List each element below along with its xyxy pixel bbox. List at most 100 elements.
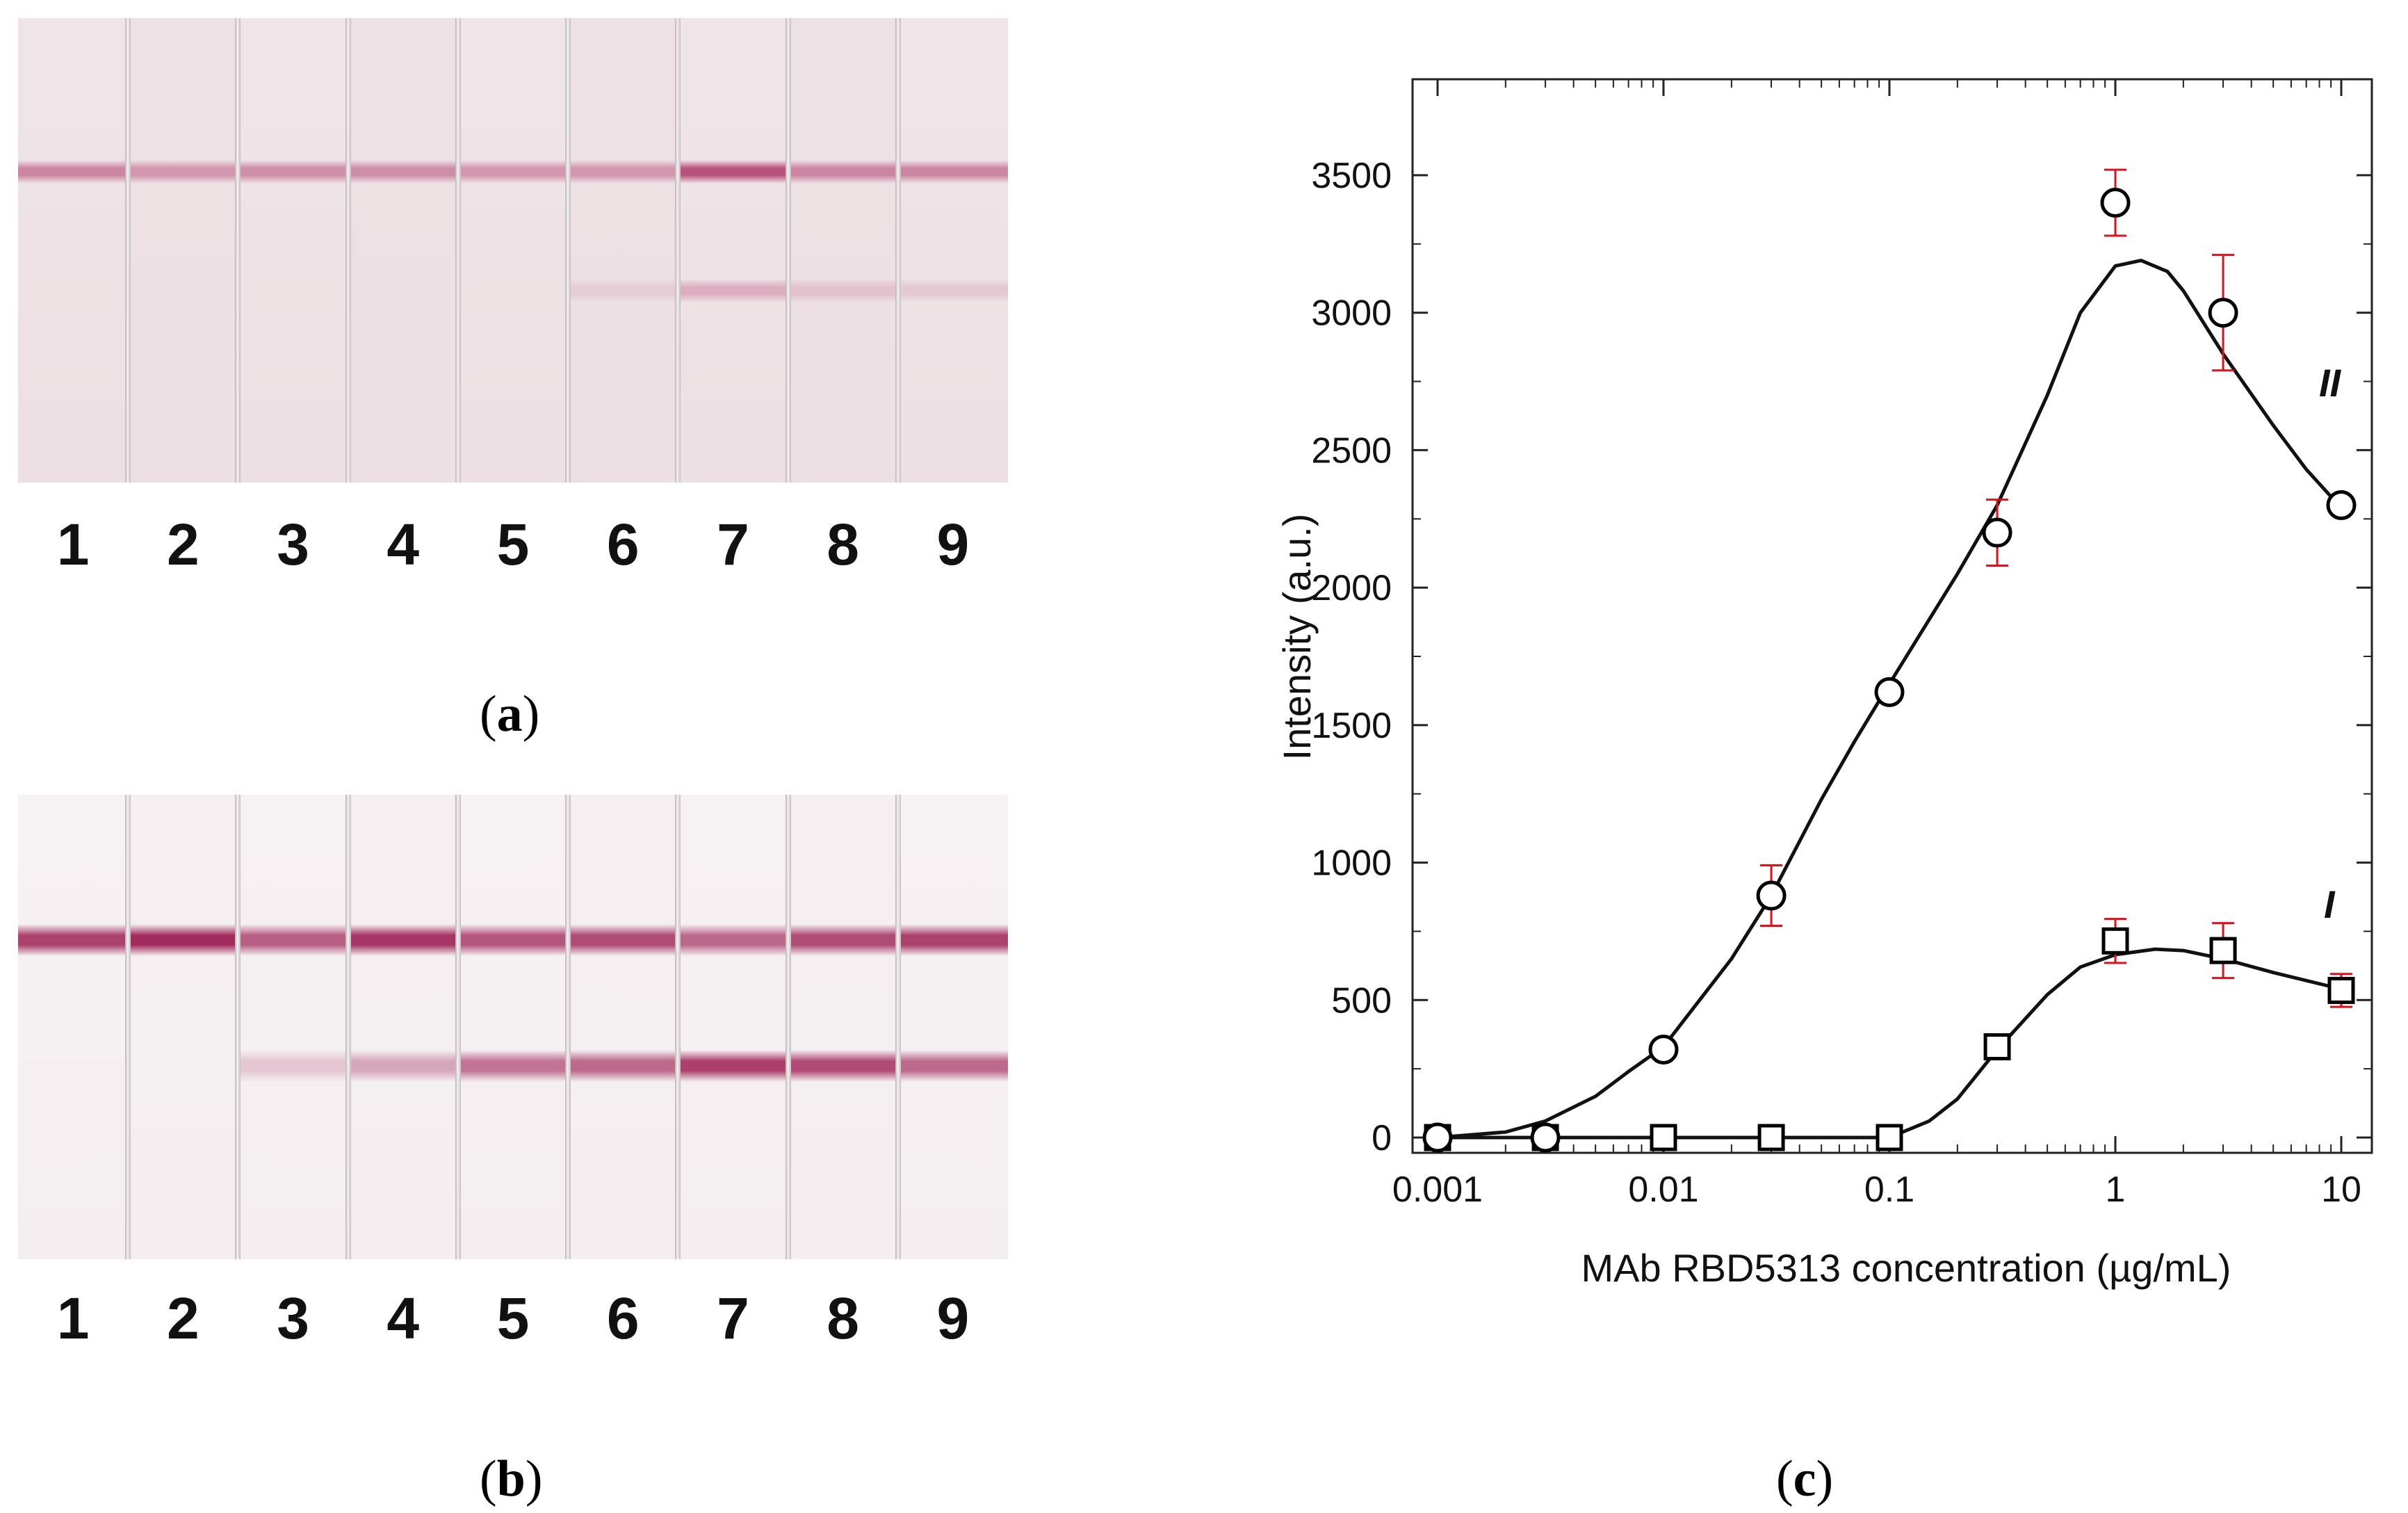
test-line: [568, 1050, 678, 1082]
test-line: [238, 1050, 348, 1082]
caption-c: (c): [1776, 1450, 1833, 1509]
control-line: [18, 924, 129, 956]
test-strip: [457, 795, 569, 1259]
caption-a: (a): [480, 685, 539, 744]
test-line: [678, 1050, 788, 1082]
control-line: [457, 924, 569, 956]
test-line: [348, 1050, 458, 1082]
curve-label-II: II: [2319, 361, 2342, 405]
caption-a-open: (: [480, 686, 497, 743]
lane-label: 5: [496, 1286, 530, 1351]
test-strip: [678, 18, 788, 483]
y-tick-label: 500: [1331, 980, 1392, 1021]
y-tick-label: 1000: [1311, 843, 1392, 884]
control-line: [678, 160, 788, 184]
strip-separator: [235, 18, 241, 483]
test-line: [568, 279, 678, 302]
lane-label: 3: [277, 512, 309, 577]
test-line: [788, 279, 898, 302]
lane-label: 6: [606, 1286, 640, 1351]
control-line: [128, 924, 238, 956]
test-strip: [457, 18, 569, 483]
data-point-I: [1650, 1124, 1677, 1151]
control-line: [568, 924, 678, 956]
strip-separator: [125, 795, 131, 1259]
intensity-chart: 0 500 1000 1500 2000 2500 3000 3500 0.001 0.01 0.1…: [1275, 78, 2373, 1290]
lane-label: 8: [827, 1286, 860, 1351]
data-point-I: [2327, 976, 2355, 1004]
fit-curve-II: [1437, 259, 2343, 1140]
data-point-II: [1756, 880, 1787, 911]
control-line: [18, 160, 129, 184]
test-strip: [18, 18, 129, 483]
strip-separator: [785, 795, 791, 1259]
plot-frame: [1411, 78, 2373, 1154]
lane-label: 7: [717, 1286, 749, 1351]
test-strips-image-b: [18, 795, 1008, 1259]
lane-label: 6: [606, 512, 640, 577]
x-tick-label: 0.1: [1864, 1170, 1914, 1210]
strip-separator: [345, 18, 351, 483]
test-strip: [128, 18, 238, 483]
lane-label: 7: [717, 512, 749, 577]
test-strip: [238, 795, 348, 1259]
x-tick-label: 1: [2106, 1170, 2126, 1210]
lane-label: 3: [277, 1286, 309, 1351]
data-point-II: [2100, 188, 2131, 218]
caption-b-letter: b: [496, 1450, 526, 1507]
control-line: [678, 924, 788, 956]
lane-labels-a: 1 2 3 4 5 6 7 8 9: [18, 511, 1008, 581]
caption-a-letter: a: [496, 686, 523, 743]
lane-label: 2: [166, 512, 200, 577]
test-strip: [788, 18, 898, 483]
lane-labels-b: 1 2 3 4 5 6 7 8 9: [18, 1285, 1008, 1354]
caption-c-letter: c: [1793, 1450, 1816, 1507]
test-strip: [18, 795, 129, 1259]
lane-label: 9: [936, 512, 970, 577]
control-line: [897, 924, 1008, 956]
strip-separator: [125, 18, 131, 483]
data-point-I: [2209, 937, 2237, 964]
test-line: [788, 1050, 898, 1082]
test-strip: [788, 795, 898, 1259]
lane-label: 4: [387, 512, 420, 577]
strip-separator: [455, 795, 461, 1259]
data-point-II: [1422, 1122, 1453, 1153]
y-tick-label: 3500: [1311, 156, 1392, 196]
strip-separator: [785, 18, 791, 483]
test-strip: [678, 795, 788, 1259]
lane-label: 5: [496, 512, 530, 577]
y-tick-label: 2000: [1311, 568, 1392, 608]
lane-label: 4: [387, 1286, 420, 1351]
control-line: [897, 160, 1008, 184]
test-line: [457, 1050, 569, 1082]
test-line: [678, 279, 788, 302]
strip-separator: [895, 18, 901, 483]
x-tick-label: 10: [2321, 1170, 2361, 1210]
y-tick-label: 3000: [1311, 293, 1392, 334]
test-strip: [128, 795, 238, 1259]
lane-label: 2: [166, 1286, 200, 1351]
data-point-II: [1874, 677, 1905, 707]
x-tick-label: 0.001: [1392, 1170, 1483, 1210]
test-strips-image-a: [18, 18, 1008, 483]
x-axis-title: MAb RBD5313 concentration (µg/mL): [1581, 1246, 2231, 1290]
data-point-I: [1983, 1033, 2011, 1061]
y-axis-title: Intensity (a.u.): [1275, 514, 1319, 761]
caption-c-close: ): [1816, 1450, 1834, 1507]
curve-label-I: I: [2324, 882, 2336, 926]
data-point-II: [2208, 298, 2238, 328]
caption-a-close: ): [522, 686, 540, 743]
caption-b-close: ): [525, 1450, 543, 1507]
lane-label: 8: [827, 512, 860, 577]
control-line: [238, 160, 348, 184]
caption-b: (b): [480, 1450, 542, 1509]
test-line: [897, 1050, 1008, 1082]
data-point-II: [2326, 490, 2357, 521]
lane-label: 1: [56, 1286, 90, 1351]
control-line: [348, 160, 458, 184]
strip-separator: [895, 795, 901, 1259]
lane-label: 9: [936, 1286, 970, 1351]
control-line: [568, 160, 678, 184]
strip-separator: [675, 18, 681, 483]
